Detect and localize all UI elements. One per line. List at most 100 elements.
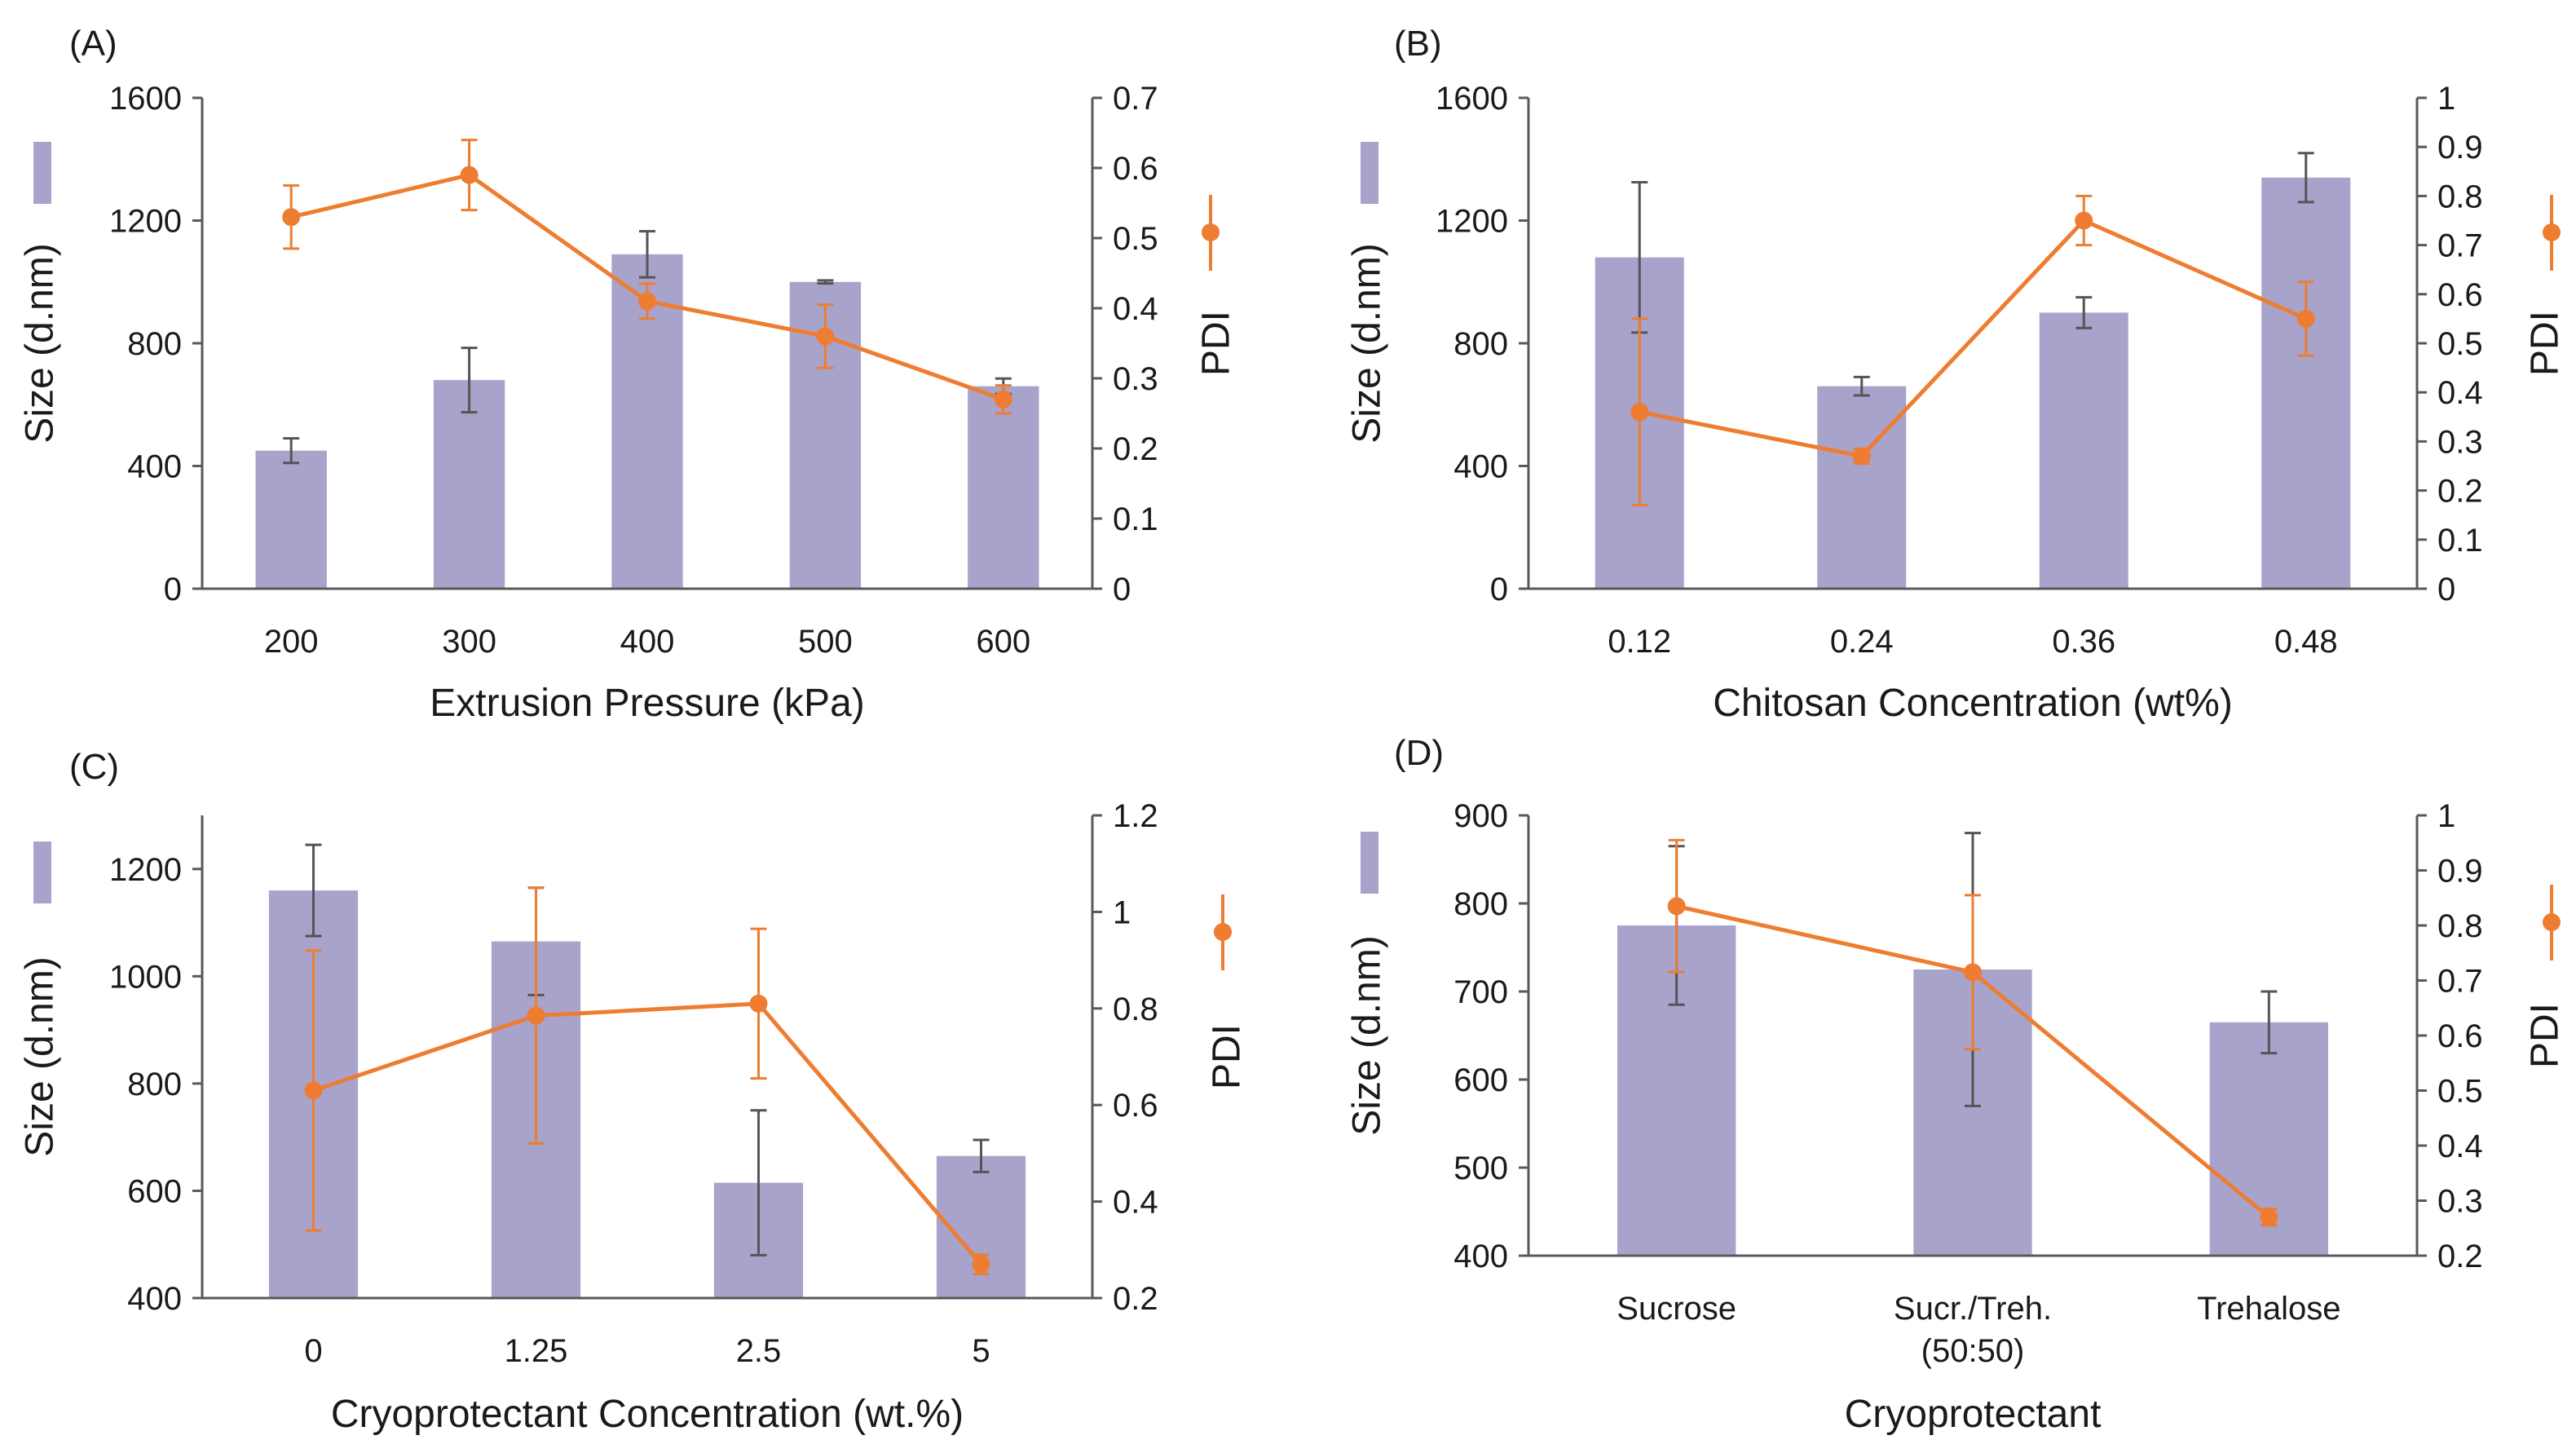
legend-pdi-marker: [1202, 223, 1220, 241]
y-tick-label: 0: [1490, 572, 1508, 607]
y2-tick-label: 0.4: [1113, 1185, 1158, 1221]
y2-tick-label: 0.7: [2437, 964, 2483, 1000]
y2-tick-label: 0.9: [2437, 854, 2483, 890]
panel-label: (B): [1394, 24, 1442, 64]
chart-panel-4: (D) 400 500 600 700 800 900 0.2 0.3 0.4 0.5 0.6 0.7 0…: [1346, 733, 2567, 1436]
y2-tick-label: 0.8: [2437, 179, 2483, 214]
pdi-point: [638, 292, 656, 311]
x-tick-label: 600: [976, 624, 1030, 660]
chart-panel-2: (B) 0 400 800 1200 1600 0 0.1 0.2 0.3 0.4 0.5 0.6 0.7…: [1346, 24, 2567, 725]
y2-axis-title: PDI: [2524, 1003, 2567, 1068]
y-axis-title: Size (d.nm): [19, 243, 62, 443]
y2-tick-label: 0.2: [2437, 1239, 2483, 1274]
y-tick-label: 600: [127, 1173, 182, 1209]
y2-tick-label: 0.5: [2437, 1074, 2483, 1110]
y2-tick-label: 0.6: [1113, 151, 1158, 187]
y-tick-label: 700: [1453, 974, 1508, 1010]
x-tick-label: 500: [798, 624, 853, 660]
y-tick-label: 1200: [1436, 204, 1508, 240]
y-tick-label: 400: [127, 1281, 182, 1317]
y2-tick-label: 0.3: [2437, 424, 2483, 460]
bar: [2261, 177, 2351, 589]
y2-tick-label: 0.3: [2437, 1184, 2483, 1220]
x-tick-label: 0: [304, 1333, 322, 1369]
y2-tick-label: 0.5: [2437, 326, 2483, 362]
x-tick-label: 200: [264, 624, 319, 660]
pdi-point: [2296, 309, 2315, 328]
y2-tick-label: 0.1: [2437, 523, 2483, 559]
y-tick-label: 800: [127, 326, 182, 362]
legend-pdi-marker: [1214, 923, 1232, 941]
y-tick-label: 1200: [109, 204, 182, 240]
y2-tick-label: 0.4: [2437, 1128, 2483, 1164]
x-tick-label: Sucrose: [1617, 1291, 1736, 1327]
legend-bar-swatch: [1361, 142, 1378, 204]
y-axis-title: Size (d.nm): [1346, 243, 1389, 443]
legend-pdi-marker: [2543, 223, 2561, 241]
pdi-point: [2075, 211, 2093, 230]
panel-label: (A): [69, 24, 117, 64]
x-tick-label: 0.12: [1608, 624, 1671, 660]
y2-tick-label: 0.5: [1113, 221, 1158, 257]
y2-tick-label: 0.1: [1113, 501, 1158, 537]
legend-pdi-marker: [2543, 913, 2561, 931]
pdi-point: [460, 166, 479, 184]
y2-tick-label: 1: [2437, 81, 2455, 117]
y2-tick-label: 0: [2437, 572, 2455, 607]
y-tick-label: 400: [1453, 1239, 1508, 1274]
x-tick-label: 1.25: [505, 1333, 568, 1369]
x-axis-title: Extrusion Pressure (kPa): [430, 682, 865, 725]
y-tick-label: 1000: [109, 959, 182, 995]
y-axis-title: Size (d.nm): [1346, 935, 1389, 1135]
y2-tick-label: 0.6: [2437, 277, 2483, 313]
x-tick-label: 2.5: [736, 1333, 782, 1369]
legend-bar-swatch: [33, 841, 51, 903]
panel-label: (D): [1394, 733, 1444, 773]
y-tick-label: 800: [1453, 886, 1508, 922]
pdi-point: [994, 390, 1012, 409]
y2-tick-label: 1: [2437, 798, 2455, 834]
x-axis-title: Chitosan Concentration (wt%): [1713, 682, 2233, 725]
bar: [433, 380, 505, 589]
x-tick-label: 0.36: [2052, 624, 2115, 660]
y-tick-label: 1600: [109, 81, 182, 117]
y2-tick-label: 0.8: [2437, 908, 2483, 944]
x-tick-label: (50:50): [1921, 1333, 2025, 1369]
y2-tick-label: 1: [1113, 894, 1131, 930]
bar: [1817, 386, 1907, 589]
y2-tick-label: 0.9: [2437, 130, 2483, 166]
x-tick-label: 400: [620, 624, 675, 660]
pdi-point: [972, 1255, 990, 1274]
y2-tick-label: 0.7: [2437, 228, 2483, 264]
y2-tick-label: 0.2: [1113, 1281, 1158, 1317]
pdi-point: [1852, 447, 1871, 466]
bar: [2039, 312, 2128, 589]
pdi-point: [2260, 1208, 2278, 1226]
y2-tick-label: 0.4: [1113, 291, 1158, 327]
y2-tick-label: 0.6: [2437, 1018, 2483, 1054]
x-tick-label: 300: [442, 624, 496, 660]
y2-axis-title: PDI: [1206, 1024, 1249, 1089]
y2-axis-title: PDI: [2524, 311, 2567, 376]
x-tick-label: 0.24: [1830, 624, 1894, 660]
legend-bar-swatch: [33, 142, 51, 204]
chart-panel-3: (C) 400 600 800 1000 1200 0.2 0.4 0.6 0.8 1 1.2 0 1.2…: [19, 747, 1249, 1436]
pdi-line: [1639, 218, 2307, 459]
pdi-point: [1630, 403, 1649, 422]
y2-axis-title: PDI: [1195, 311, 1238, 376]
x-tick-label: 0.48: [2274, 624, 2338, 660]
x-axis-title: Cryoprotectant: [1845, 1393, 2102, 1436]
pdi-point: [304, 1081, 323, 1100]
y-tick-label: 600: [1453, 1062, 1508, 1098]
y2-tick-label: 0.6: [1113, 1088, 1158, 1124]
panel-label: (C): [69, 747, 119, 787]
y-axis-title: Size (d.nm): [19, 956, 62, 1156]
y-tick-label: 800: [127, 1067, 182, 1102]
x-tick-label: Trehalose: [2197, 1291, 2340, 1327]
legend-bar-swatch: [1361, 832, 1378, 894]
y2-tick-label: 0.2: [1113, 431, 1158, 467]
y2-tick-label: 0.3: [1113, 361, 1158, 397]
bar: [968, 386, 1039, 589]
pdi-point: [282, 208, 301, 227]
